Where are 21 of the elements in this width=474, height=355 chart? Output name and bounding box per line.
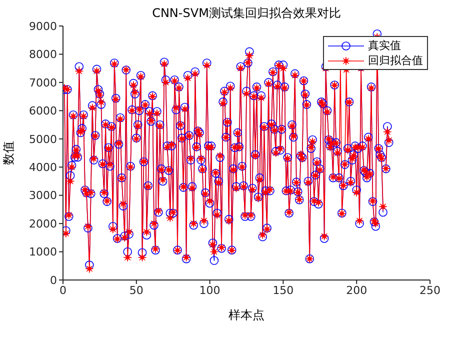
y-tick-label: 5000 <box>29 132 57 146</box>
chart-title: CNN-SVM测试集回归拟合效果对比 <box>151 5 342 22</box>
y-tick-label: 4000 <box>29 161 57 174</box>
x-tick-label: 50 <box>129 284 144 297</box>
y-tick-label: 7000 <box>29 76 57 90</box>
legend-label: 回归拟合值 <box>368 53 423 68</box>
y-tick-label: 3000 <box>29 189 57 202</box>
x-tick-label: 200 <box>346 284 368 297</box>
y-tick-label: 9000 <box>29 20 57 33</box>
x-axis-title: 样本点 <box>228 308 264 322</box>
y-axis-title: 数值 <box>1 141 16 165</box>
y-tick-label: 8000 <box>29 48 57 62</box>
x-tick-label: 100 <box>199 284 220 297</box>
legend-label: 真实值 <box>368 38 401 53</box>
x-tick-label: 0 <box>60 284 66 297</box>
y-tick-label: 0 <box>50 274 57 287</box>
y-tick-label: 6000 <box>29 104 57 118</box>
x-tick-label: 150 <box>272 284 294 297</box>
y-tick-label: 1000 <box>29 246 57 259</box>
y-tick-label: 2000 <box>29 217 57 230</box>
x-tick-label: 250 <box>420 284 440 297</box>
